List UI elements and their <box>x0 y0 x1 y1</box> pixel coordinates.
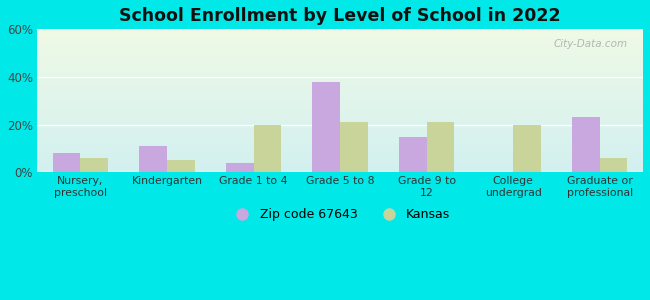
Bar <box>426 122 454 172</box>
Bar <box>226 163 254 172</box>
Bar <box>600 158 627 172</box>
Text: City-Data.com: City-Data.com <box>554 39 628 49</box>
Bar <box>340 122 368 172</box>
Bar <box>254 124 281 172</box>
Bar <box>514 124 541 172</box>
Bar <box>399 136 426 172</box>
Bar <box>167 160 194 172</box>
Title: School Enrollment by Level of School in 2022: School Enrollment by Level of School in … <box>119 7 561 25</box>
Bar <box>81 158 108 172</box>
Bar <box>139 146 167 172</box>
Bar <box>53 153 81 172</box>
Bar <box>313 82 340 172</box>
Legend: Zip code 67643, Kansas: Zip code 67643, Kansas <box>225 203 456 226</box>
Bar <box>572 118 600 172</box>
